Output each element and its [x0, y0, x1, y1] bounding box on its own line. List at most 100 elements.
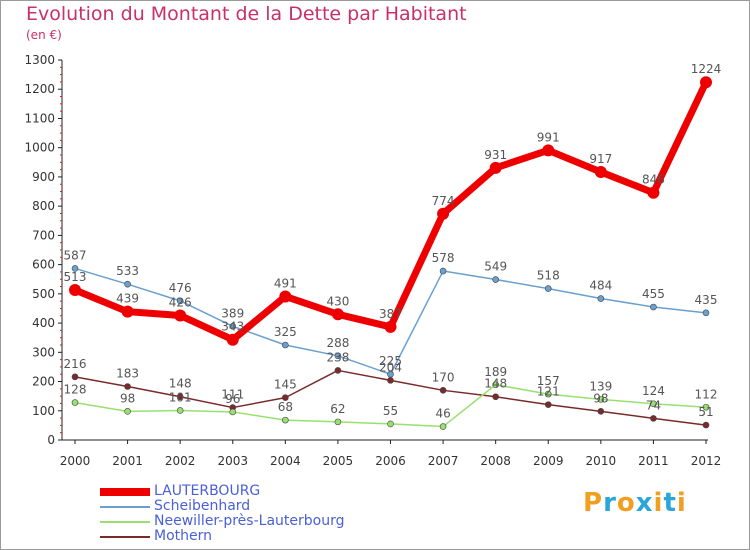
- data-label: 238: [326, 350, 349, 364]
- x-tick-label: 2003: [217, 454, 248, 468]
- x-tick-label: 2004: [270, 454, 301, 468]
- chart-axes: 0 100 200 300 400 500 600 700 800 900 1000 1100 1200…: [24, 53, 721, 468]
- data-point: [124, 280, 131, 288]
- y-tick-label: 100: [32, 404, 55, 418]
- data-label: 387: [379, 307, 402, 321]
- data-label: 484: [589, 279, 612, 293]
- x-tick-label: 2012: [691, 454, 722, 468]
- y-tick-label: 700: [32, 228, 55, 242]
- data-point: [439, 267, 447, 275]
- data-label: 533: [116, 264, 139, 278]
- data-label: 112: [695, 387, 718, 401]
- data-label: 68: [278, 400, 293, 414]
- data-point: [384, 320, 397, 333]
- data-label: 439: [116, 292, 139, 306]
- data-label: 74: [646, 398, 661, 412]
- data-point: [597, 396, 605, 403]
- data-point: [174, 309, 187, 322]
- data-label: 121: [537, 385, 560, 399]
- logo-letter: t: [663, 488, 677, 518]
- data-point: [334, 418, 342, 426]
- y-tick-label: 1100: [24, 111, 55, 125]
- data-label: 578: [432, 251, 455, 265]
- data-label: 148: [484, 377, 507, 391]
- data-label: 325: [274, 325, 297, 339]
- data-point: [650, 303, 657, 311]
- x-tick-label: 2008: [480, 454, 511, 468]
- data-point: [542, 144, 555, 157]
- logo-letter: r: [603, 488, 617, 518]
- data-label: 55: [383, 404, 398, 418]
- data-point: [387, 377, 394, 384]
- data-label: 549: [484, 260, 507, 274]
- data-label: 157: [537, 374, 560, 388]
- data-label: 46: [435, 407, 450, 421]
- data-label: 51: [698, 405, 713, 419]
- legend-label: LAUTERBOURG: [154, 483, 261, 499]
- legend-swatch: [100, 536, 150, 538]
- data-point: [124, 383, 131, 390]
- y-tick-label: 500: [32, 287, 55, 301]
- data-point: [71, 399, 79, 406]
- y-tick-label: 0: [47, 433, 55, 447]
- x-tick-label: 2010: [586, 454, 617, 468]
- data-label: 145: [274, 378, 297, 392]
- x-tick-label: 2001: [112, 454, 143, 468]
- y-tick-label: 200: [32, 375, 55, 389]
- data-point: [647, 186, 660, 199]
- x-tick-label: 2006: [375, 454, 406, 468]
- data-point: [71, 373, 79, 381]
- logo-letter: x: [635, 488, 654, 518]
- data-point: [702, 403, 710, 411]
- data-label: 101: [169, 390, 192, 404]
- data-label: 128: [64, 383, 87, 397]
- data-point: [594, 165, 607, 178]
- chart-unit-label: (en €): [26, 28, 62, 42]
- data-point: [124, 408, 131, 415]
- y-tick-label: 900: [32, 170, 55, 184]
- data-point: [544, 285, 552, 292]
- x-tick-label: 2011: [638, 454, 669, 468]
- data-label: 189: [484, 365, 507, 379]
- logo-letter: P: [583, 488, 604, 518]
- data-point: [492, 276, 499, 283]
- data-label: 98: [120, 391, 135, 405]
- data-label: 435: [695, 293, 718, 307]
- series-layer: [69, 76, 712, 430]
- y-tick-label: 400: [32, 316, 55, 330]
- x-tick-label: 2007: [428, 454, 459, 468]
- data-label: 917: [589, 152, 612, 166]
- data-label: 389: [221, 306, 244, 320]
- data-label: 98: [593, 391, 608, 405]
- data-point: [702, 309, 710, 317]
- data-label: 62: [330, 402, 345, 416]
- data-point: [702, 421, 710, 429]
- data-labels-layer: 513 439 426 343 491 430 387 774 931 991 917 846 1224…: [64, 62, 722, 420]
- y-tick-label: 600: [32, 258, 55, 272]
- data-point: [489, 161, 502, 174]
- data-point: [544, 401, 552, 408]
- data-label: 96: [225, 392, 240, 406]
- legend-swatch: [100, 521, 150, 523]
- data-label: 476: [169, 281, 192, 295]
- logo-letter: i: [676, 488, 687, 518]
- data-point: [279, 290, 292, 303]
- data-point: [437, 207, 450, 220]
- data-point: [544, 390, 552, 398]
- data-label: 343: [221, 320, 244, 334]
- data-point: [334, 367, 342, 374]
- data-point: [176, 297, 184, 305]
- data-point: [700, 76, 712, 89]
- data-label: 491: [274, 276, 297, 290]
- data-label: 111: [221, 388, 244, 402]
- legend-label: Neewiller-près-Lauterbourg: [154, 513, 345, 529]
- data-point: [69, 284, 81, 297]
- data-label: 225: [379, 354, 402, 368]
- data-point: [650, 415, 657, 422]
- logo-letter: o: [616, 488, 636, 518]
- data-label: 1224: [691, 62, 722, 76]
- data-label: 216: [64, 357, 87, 371]
- data-point: [282, 341, 289, 349]
- data-point: [229, 408, 237, 416]
